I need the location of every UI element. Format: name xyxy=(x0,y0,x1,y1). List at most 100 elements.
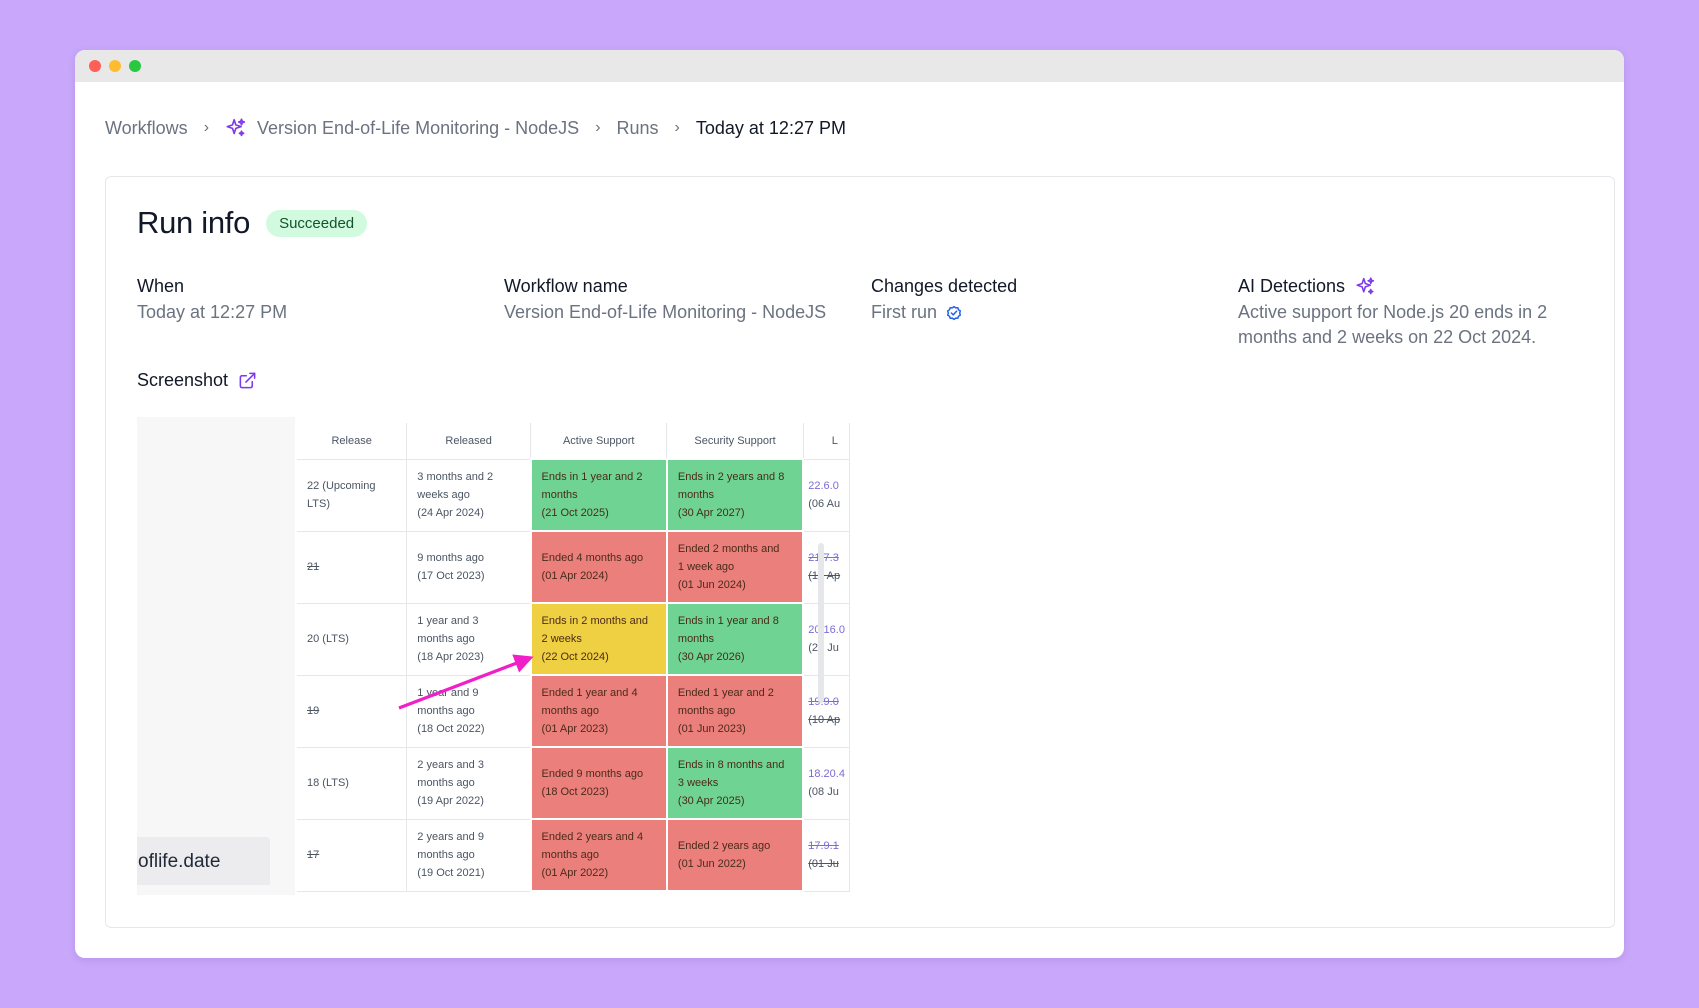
table-header-row: Release Released Active Support Security… xyxy=(297,423,850,460)
column-header: Security Support xyxy=(666,423,804,460)
released-cell-line: weeks ago xyxy=(417,489,470,501)
latest-line: 18.20.4 xyxy=(808,768,845,780)
breadcrumb-current-run: Today at 12:27 PM xyxy=(695,117,846,138)
security-support-cell-line: Ended 2 months and xyxy=(677,543,780,555)
security-support-cell-line: Ends in 1 year and 8 xyxy=(677,615,779,627)
column-header: Released xyxy=(406,423,532,460)
active-support-cell-line: months ago xyxy=(541,849,600,861)
active-support-cell: Ended 4 months ago (01 Apr 2024) xyxy=(529,530,668,604)
security-support-cell-line: 1 week ago xyxy=(677,561,735,573)
released-cell-line: 3 months and 2 xyxy=(417,471,494,483)
screenshot-label: Screenshot xyxy=(137,370,229,390)
info-workflow-name: Workflow name Version End-of-Life Monito… xyxy=(504,273,844,325)
active-support-cell: Ends in 1 year and 2 months (21 Oct 2025) xyxy=(529,458,668,532)
table-row: 17 2 years and 9 months ago (19 Oct 2021) En… xyxy=(297,818,850,892)
released-cell-line: (19 Apr 2022) xyxy=(417,795,484,807)
breadcrumb-workflows[interactable]: Workflows xyxy=(105,117,188,138)
info-when: When Today at 12:27 PM xyxy=(137,273,477,325)
active-support-cell: Ended 1 year and 4 months ago (01 Apr 2023… xyxy=(529,674,668,748)
security-support-cell: Ends in 2 years and 8 months (30 Apr 2027) xyxy=(665,458,805,532)
released-cell-line: (17 Oct 2023) xyxy=(417,570,485,582)
released-cell: 9 months ago (17 Oct 2023) xyxy=(406,531,532,604)
breadcrumb: Workflows › Version End-of-Life Monitori… xyxy=(105,114,846,142)
active-support-cell-line: Ended 1 year and 4 xyxy=(541,687,638,699)
minimize-window-button[interactable] xyxy=(109,60,121,72)
column-header: L xyxy=(803,423,850,460)
security-support-cell-line: months ago xyxy=(677,705,736,717)
security-support-cell-line: 3 weeks xyxy=(677,777,719,789)
ai-detections-row: AI Detections xyxy=(1238,273,1583,299)
latest-cell: 17.9.1 (01 Ju xyxy=(803,819,850,892)
screenshot-image[interactable]: oflife.date Release Released Active Supp… xyxy=(137,417,850,895)
security-support-cell-line: Ends in 2 years and 8 xyxy=(677,471,785,483)
latest-line: (10 Ap xyxy=(808,570,841,582)
card-header: Run info Succeeded xyxy=(137,205,368,241)
release-cell: 22 (Upcoming LTS) xyxy=(297,459,408,532)
security-support-cell-line: (01 Jun 2024) xyxy=(677,579,746,591)
changes-detected-value: First run xyxy=(871,302,938,322)
latest-line: (06 Au xyxy=(808,498,841,510)
window-titlebar xyxy=(75,50,1624,82)
screenshot-sidebar xyxy=(137,417,295,895)
eol-table: Release Released Active Support Security… xyxy=(297,423,850,892)
chevron-right-icon: › xyxy=(203,119,210,136)
sparkle-icon xyxy=(225,117,247,139)
table-row: 18 (LTS) 2 years and 3 months ago (19 Apr 2… xyxy=(297,746,850,820)
external-link-icon[interactable] xyxy=(238,371,257,390)
status-badge: Succeeded xyxy=(266,209,368,237)
latest-line: (08 Ju xyxy=(808,786,839,798)
info-ai-detections: AI Detections Active support for Node.js… xyxy=(1238,273,1583,350)
security-support-cell: Ends in 1 year and 8 months (30 Apr 2026) xyxy=(665,602,805,676)
latest-cell: 19.9.0 (10 Ap xyxy=(803,675,850,748)
browser-window: Workflows › Version End-of-Life Monitori… xyxy=(75,50,1624,958)
column-header: Release xyxy=(297,423,408,460)
security-support-cell-line: (30 Apr 2026) xyxy=(677,651,745,663)
active-support-cell: Ended 9 months ago (18 Oct 2023) xyxy=(529,746,668,820)
workflow-name-value: Version End-of-Life Monitoring - NodeJS xyxy=(504,302,827,322)
when-label: When xyxy=(137,275,185,296)
table-row: 22 (Upcoming LTS) 3 months and 2 weeks ago… xyxy=(297,458,850,532)
column-header: Active Support xyxy=(530,423,668,460)
maximize-window-button[interactable] xyxy=(129,60,141,72)
check-circle-icon xyxy=(945,304,963,322)
security-support-cell: Ended 2 months and 1 week ago (01 Jun 2024… xyxy=(665,530,805,604)
released-cell-line: (24 Apr 2024) xyxy=(417,507,484,519)
security-support-cell-line: Ends in 8 months and xyxy=(677,759,785,771)
active-support-cell-line: (01 Apr 2023) xyxy=(541,723,609,735)
active-support-cell-line: Ends in 2 months and xyxy=(541,615,648,627)
breadcrumb-workflow[interactable]: Version End-of-Life Monitoring - NodeJS xyxy=(225,117,579,139)
active-support-cell-line: (21 Oct 2025) xyxy=(541,507,609,519)
active-support-cell-line: Ends in 1 year and 2 xyxy=(541,471,643,483)
active-support-cell-line: (01 Apr 2022) xyxy=(541,867,609,879)
released-cell-line: (18 Oct 2022) xyxy=(417,723,485,735)
chevron-right-icon: › xyxy=(674,119,680,136)
released-cell-line: months ago xyxy=(417,849,475,861)
table-row: 20 (LTS) 1 year and 3 months ago (18 Apr 20… xyxy=(297,602,850,676)
latest-line: (10 Ap xyxy=(808,714,841,726)
release-label: 17 xyxy=(307,849,320,861)
released-cell-line: 9 months ago xyxy=(417,552,484,564)
security-support-cell-line: months xyxy=(677,489,714,501)
ai-detections-label: AI Detections xyxy=(1238,275,1346,296)
latest-line: 19.9.0 xyxy=(808,696,839,708)
released-cell-line: months ago xyxy=(417,633,475,645)
active-support-cell: Ended 2 years and 4 months ago (01 Apr 202… xyxy=(529,818,668,892)
active-support-cell-line: Ended 9 months ago xyxy=(541,768,644,780)
active-support-cell: Ends in 2 months and 2 weeks (22 Oct 2024) xyxy=(529,602,668,676)
released-cell: 3 months and 2 weeks ago (24 Apr 2024) xyxy=(406,459,532,532)
active-support-cell-line: Ended 2 years and 4 xyxy=(541,831,644,843)
security-support-cell: Ended 1 year and 2 months ago (01 Jun 2023… xyxy=(665,674,805,748)
breadcrumb-runs[interactable]: Runs xyxy=(616,117,659,138)
close-window-button[interactable] xyxy=(89,60,101,72)
active-support-cell-line: (22 Oct 2024) xyxy=(541,651,609,663)
release-label: 19 xyxy=(307,705,320,717)
security-support-cell-line: (01 Jun 2023) xyxy=(677,723,746,735)
release-label: 20 (LTS) xyxy=(307,633,349,645)
released-cell-line: 2 years and 3 xyxy=(417,759,484,771)
screenshot-label-row: Screenshot xyxy=(137,370,257,391)
security-support-cell-line: months xyxy=(677,633,714,645)
release-cell: 20 (LTS) xyxy=(297,603,408,676)
info-changes-detected: Changes detected First run xyxy=(871,273,1211,325)
active-support-cell-line: (01 Apr 2024) xyxy=(541,570,609,582)
annotation-arrow-icon xyxy=(398,654,534,710)
